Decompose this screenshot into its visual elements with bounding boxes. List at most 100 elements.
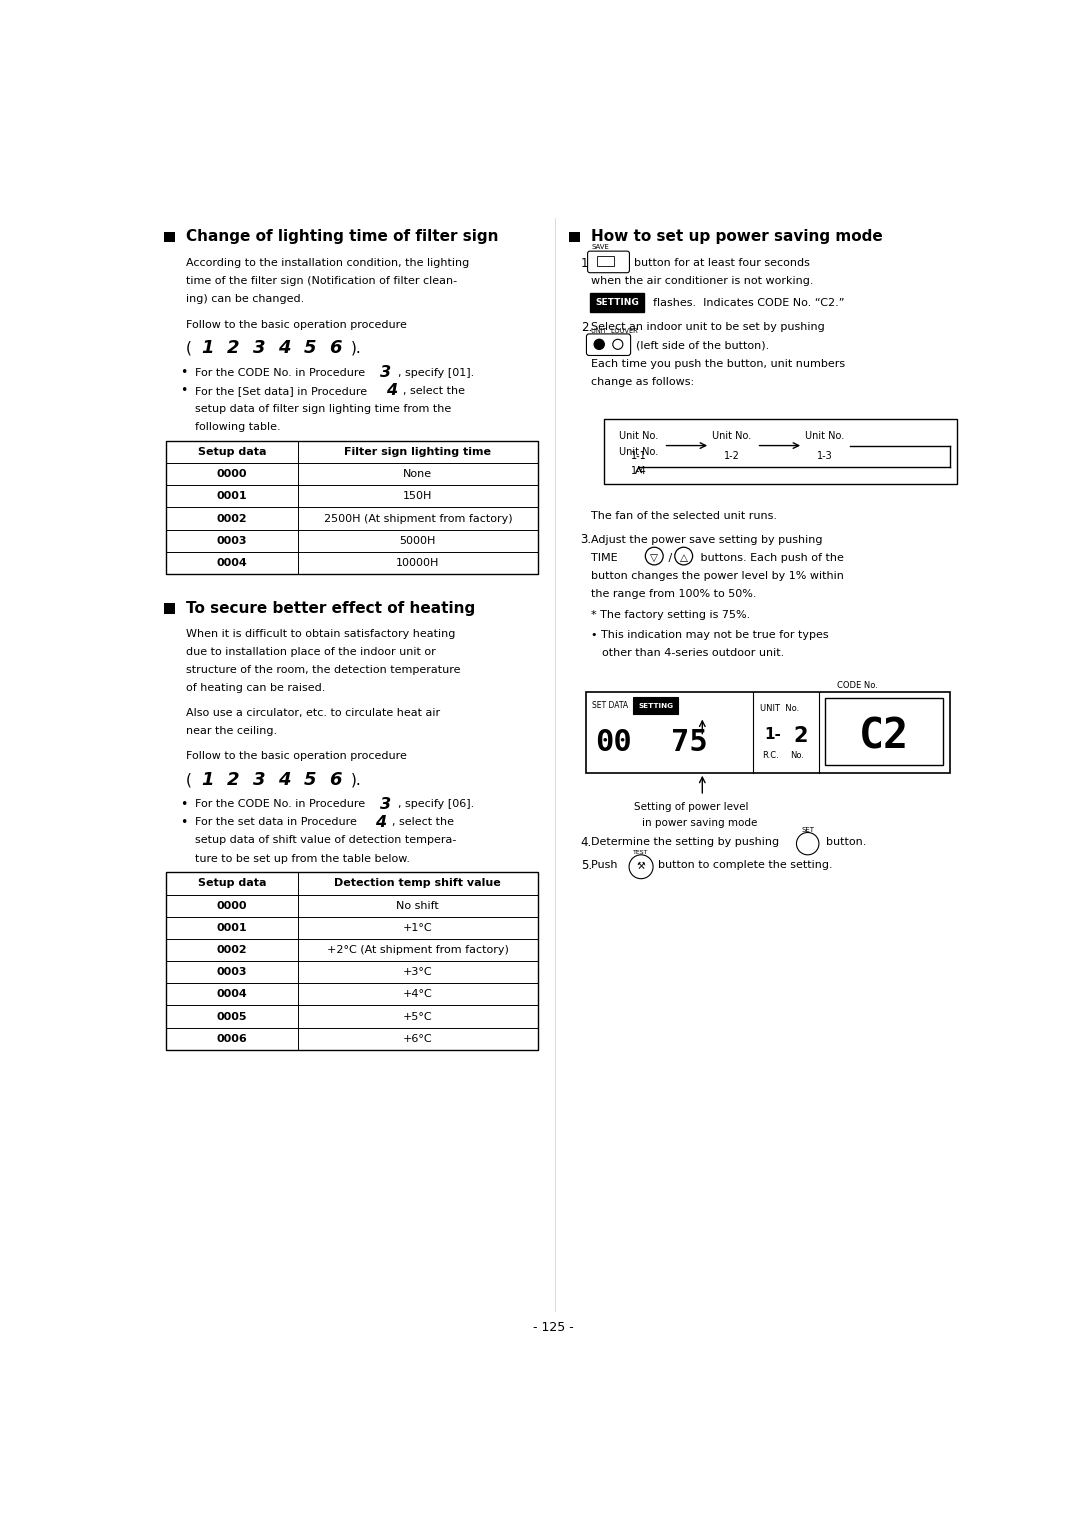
Text: Setup data: Setup data bbox=[198, 878, 266, 889]
Text: 4.: 4. bbox=[581, 836, 592, 848]
Text: +3°C: +3°C bbox=[403, 967, 433, 978]
Text: other than 4-series outdoor unit.: other than 4-series outdoor unit. bbox=[603, 648, 784, 659]
Text: 0001: 0001 bbox=[217, 923, 247, 933]
Text: Filter sign lighting time: Filter sign lighting time bbox=[345, 447, 491, 458]
Text: 150H: 150H bbox=[403, 491, 433, 502]
FancyBboxPatch shape bbox=[590, 293, 644, 313]
Text: , specify [01].: , specify [01]. bbox=[397, 368, 474, 378]
Text: 1: 1 bbox=[202, 770, 214, 788]
Text: 2500H (At shipment from factory): 2500H (At shipment from factory) bbox=[324, 514, 512, 523]
Bar bbox=[166, 872, 538, 1049]
Text: 0000: 0000 bbox=[217, 901, 247, 910]
Bar bbox=[604, 419, 957, 483]
Text: +2°C (At shipment from factory): +2°C (At shipment from factory) bbox=[327, 946, 509, 955]
Text: CODE No.: CODE No. bbox=[837, 682, 878, 691]
Text: following table.: following table. bbox=[195, 422, 281, 432]
Text: SET DATA: SET DATA bbox=[592, 702, 629, 711]
Bar bbox=[825, 698, 943, 766]
Text: TEST: TEST bbox=[633, 851, 649, 856]
Text: 2: 2 bbox=[793, 726, 808, 746]
Text: 1-3: 1-3 bbox=[816, 450, 833, 461]
Text: 0002: 0002 bbox=[217, 514, 247, 523]
Text: Each time you push the button, unit numbers: Each time you push the button, unit numb… bbox=[592, 358, 846, 369]
Text: UNIT  LOUVER: UNIT LOUVER bbox=[591, 328, 637, 334]
Text: (: ( bbox=[186, 772, 192, 787]
Text: Select an indoor unit to be set by pushing: Select an indoor unit to be set by pushi… bbox=[592, 322, 825, 332]
Text: 00: 00 bbox=[595, 727, 632, 756]
Text: ).: ). bbox=[351, 340, 362, 355]
Text: , select the: , select the bbox=[403, 386, 465, 396]
Text: , select the: , select the bbox=[392, 817, 455, 828]
Text: Unit No.: Unit No. bbox=[619, 447, 659, 456]
FancyBboxPatch shape bbox=[633, 697, 678, 714]
Text: 0001: 0001 bbox=[217, 491, 247, 502]
Text: When it is difficult to obtain satisfactory heating: When it is difficult to obtain satisfact… bbox=[186, 630, 456, 639]
Text: , specify [06].: , specify [06]. bbox=[397, 799, 474, 810]
Text: How to set up power saving mode: How to set up power saving mode bbox=[591, 229, 882, 244]
Text: structure of the room, the detection temperature: structure of the room, the detection tem… bbox=[186, 665, 461, 676]
Text: SETTING: SETTING bbox=[595, 297, 639, 307]
Text: 6: 6 bbox=[329, 339, 342, 357]
Text: 2: 2 bbox=[227, 770, 240, 788]
Text: +5°C: +5°C bbox=[403, 1011, 433, 1022]
Bar bbox=[597, 256, 613, 267]
Text: According to the installation condition, the lighting: According to the installation condition,… bbox=[186, 258, 470, 268]
Text: buttons. Each push of the: buttons. Each push of the bbox=[697, 552, 843, 563]
Text: C2: C2 bbox=[859, 715, 908, 758]
Text: The fan of the selected unit runs.: The fan of the selected unit runs. bbox=[592, 511, 778, 522]
Bar bbox=[166, 441, 538, 573]
Text: button for at least four seconds: button for at least four seconds bbox=[634, 258, 810, 268]
Bar bbox=[569, 232, 580, 242]
Circle shape bbox=[796, 833, 819, 856]
Text: 10000H: 10000H bbox=[396, 558, 440, 567]
Text: ture to be set up from the table below.: ture to be set up from the table below. bbox=[195, 854, 410, 863]
Text: Unit No.: Unit No. bbox=[712, 430, 752, 441]
Text: 5: 5 bbox=[303, 339, 316, 357]
Text: Setup data: Setup data bbox=[198, 447, 266, 458]
Text: 0004: 0004 bbox=[216, 558, 247, 567]
Text: For the CODE No. in Procedure: For the CODE No. in Procedure bbox=[195, 799, 369, 810]
Text: Adjust the power save setting by pushing: Adjust the power save setting by pushing bbox=[592, 534, 823, 544]
Text: 1-2: 1-2 bbox=[724, 450, 740, 461]
Text: 4: 4 bbox=[387, 383, 397, 398]
Circle shape bbox=[646, 547, 663, 564]
Text: Follow to the basic operation procedure: Follow to the basic operation procedure bbox=[186, 320, 407, 329]
Text: (left side of the button).: (left side of the button). bbox=[636, 340, 769, 351]
Text: 0002: 0002 bbox=[217, 946, 247, 955]
Text: ing) can be changed.: ing) can be changed. bbox=[186, 294, 305, 305]
Text: 3: 3 bbox=[380, 796, 391, 811]
Text: 0003: 0003 bbox=[217, 967, 247, 978]
Circle shape bbox=[675, 547, 692, 564]
Text: due to installation place of the indoor unit or: due to installation place of the indoor … bbox=[186, 647, 436, 657]
Text: ⚒: ⚒ bbox=[637, 862, 646, 871]
Text: 4: 4 bbox=[279, 770, 291, 788]
Text: setup data of shift value of detection tempera-: setup data of shift value of detection t… bbox=[195, 836, 457, 845]
Text: near the ceiling.: near the ceiling. bbox=[186, 726, 278, 735]
Text: 0004: 0004 bbox=[216, 990, 247, 999]
Text: SAVE: SAVE bbox=[592, 244, 609, 250]
Text: TIME: TIME bbox=[592, 552, 622, 563]
Text: For the CODE No. in Procedure: For the CODE No. in Procedure bbox=[195, 368, 369, 378]
Text: ▽: ▽ bbox=[650, 552, 658, 563]
Text: •: • bbox=[180, 366, 187, 380]
Text: 5: 5 bbox=[303, 770, 316, 788]
Text: 4: 4 bbox=[375, 814, 387, 830]
Text: Detection temp shift value: Detection temp shift value bbox=[335, 878, 501, 889]
Text: when the air conditioner is not working.: when the air conditioner is not working. bbox=[592, 276, 814, 287]
Text: For the [Set data] in Procedure: For the [Set data] in Procedure bbox=[195, 386, 372, 396]
Text: Unit No.: Unit No. bbox=[619, 430, 659, 441]
Text: 1.: 1. bbox=[581, 256, 592, 270]
Text: Change of lighting time of filter sign: Change of lighting time of filter sign bbox=[186, 229, 499, 244]
Text: ).: ). bbox=[351, 772, 362, 787]
Text: ▽: ▽ bbox=[647, 551, 657, 564]
Circle shape bbox=[629, 856, 653, 878]
Circle shape bbox=[594, 339, 605, 349]
Text: +1°C: +1°C bbox=[403, 923, 433, 933]
Text: •: • bbox=[180, 384, 187, 398]
Text: of heating can be raised.: of heating can be raised. bbox=[186, 683, 325, 694]
Text: in power saving mode: in power saving mode bbox=[642, 817, 757, 828]
Text: /: / bbox=[665, 552, 676, 563]
Text: Unit No.: Unit No. bbox=[805, 430, 845, 441]
Text: change as follows:: change as follows: bbox=[592, 377, 694, 387]
Text: •: • bbox=[180, 798, 187, 811]
